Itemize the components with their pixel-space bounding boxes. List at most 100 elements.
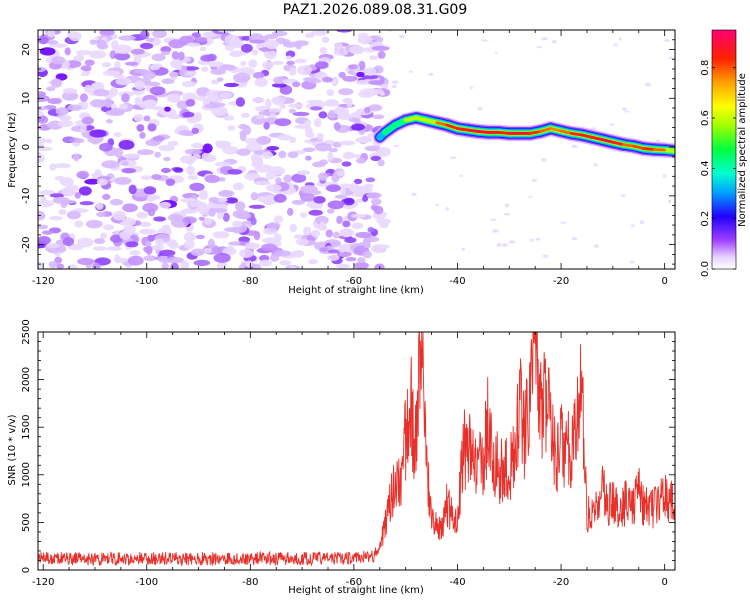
- noise-blob: [84, 84, 93, 94]
- noise-blob: [328, 147, 338, 153]
- noise-blob: [353, 262, 369, 269]
- noise-blob: [224, 34, 240, 45]
- noise-blob: [66, 210, 81, 220]
- noise-blob: [292, 111, 310, 117]
- snr-plot-area: [38, 332, 675, 570]
- noise-blob: [535, 237, 541, 241]
- noise-blob: [268, 166, 286, 176]
- noise-blob: [223, 82, 239, 88]
- noise-blob: [122, 203, 138, 213]
- noise-blob: [362, 239, 371, 249]
- noise-blob: [201, 66, 209, 73]
- noise-blob: [90, 82, 102, 90]
- noise-blob: [331, 76, 339, 87]
- noise-blob: [644, 82, 652, 87]
- noise-blob: [216, 261, 228, 269]
- noise-blob: [205, 89, 223, 100]
- noise-blob: [541, 37, 548, 41]
- noise-blob: [275, 177, 282, 185]
- noise-blob: [225, 44, 235, 52]
- noise-blob: [291, 199, 305, 205]
- noise-blob: [318, 111, 328, 119]
- noise-blob: [145, 84, 152, 92]
- noise-blob: [235, 97, 245, 107]
- ridge-segment: [652, 148, 667, 152]
- ridge-segment: [476, 130, 491, 134]
- noise-blob: [142, 71, 156, 80]
- noise-blob: [102, 193, 111, 200]
- noise-blob: [171, 51, 180, 60]
- noise-blob: [211, 106, 228, 116]
- noise-blob: [109, 198, 124, 206]
- noise-blob: [536, 46, 543, 49]
- noise-blob: [48, 216, 63, 221]
- noise-blob: [40, 195, 47, 203]
- noise-blob: [351, 123, 365, 131]
- noise-blob: [459, 174, 464, 177]
- noise-blob: [95, 202, 104, 210]
- noise-blob: [124, 61, 139, 66]
- noise-blob: [99, 142, 113, 152]
- noise-blob: [121, 93, 130, 103]
- noise-blob: [136, 124, 145, 132]
- noise-blob: [250, 217, 257, 226]
- noise-blob: [187, 175, 198, 180]
- noise-blob: [355, 79, 371, 85]
- noise-blob: [111, 40, 119, 51]
- noise-blob: [208, 61, 224, 68]
- noise-blob: [139, 132, 146, 139]
- noise-blob: [219, 140, 232, 148]
- noise-blob: [593, 163, 598, 167]
- noise-blob: [244, 138, 261, 145]
- ridge-segment: [590, 135, 604, 142]
- snr-y-tick-label: 2500: [21, 319, 32, 344]
- noise-blob: [164, 106, 171, 112]
- noise-blob: [234, 201, 246, 211]
- noise-blob: [51, 78, 62, 88]
- noise-blob: [504, 203, 510, 208]
- noise-blob: [210, 68, 226, 75]
- noise-blob: [265, 184, 282, 192]
- noise-blob: [353, 118, 361, 126]
- noise-blob: [88, 50, 107, 59]
- noise-blob: [80, 65, 92, 72]
- noise-blob: [241, 43, 253, 53]
- noise-blob: [364, 145, 381, 152]
- noise-blob: [119, 103, 128, 110]
- spectrogram-x-tick-label: 0: [661, 276, 667, 287]
- noise-blob: [289, 223, 297, 233]
- noise-blob: [152, 135, 166, 142]
- noise-blob: [288, 265, 297, 269]
- colorbar-tick-label: 0.4: [700, 160, 711, 176]
- noise-blob: [169, 71, 179, 78]
- noise-blob: [662, 174, 667, 178]
- noise-blob: [161, 78, 175, 85]
- noise-blob: [101, 160, 120, 169]
- noise-blob: [350, 213, 366, 219]
- noise-blob: [273, 193, 287, 203]
- noise-blob: [94, 169, 102, 177]
- spectrogram-y-tick-label: 10: [21, 92, 32, 105]
- noise-blob: [353, 187, 367, 196]
- snr-y-tick-label: 0: [21, 567, 32, 573]
- noise-blob: [367, 227, 375, 233]
- noise-blob: [300, 184, 318, 194]
- noise-blob: [372, 114, 385, 120]
- noise-blob: [115, 77, 132, 86]
- noise-blob: [297, 65, 312, 75]
- noise-blob: [218, 64, 237, 71]
- noise-blob: [139, 42, 154, 50]
- noise-blob: [342, 220, 351, 228]
- noise-blob: [227, 125, 235, 131]
- noise-blob: [321, 36, 330, 43]
- noise-blob: [300, 212, 307, 218]
- noise-blob: [274, 250, 292, 257]
- noise-blob: [137, 149, 154, 156]
- noise-blob: [204, 217, 213, 225]
- noise-blob: [377, 147, 391, 157]
- noise-blob: [365, 177, 376, 183]
- noise-blob: [263, 121, 270, 130]
- noise-blob: [496, 242, 502, 247]
- noise-blob: [92, 246, 108, 251]
